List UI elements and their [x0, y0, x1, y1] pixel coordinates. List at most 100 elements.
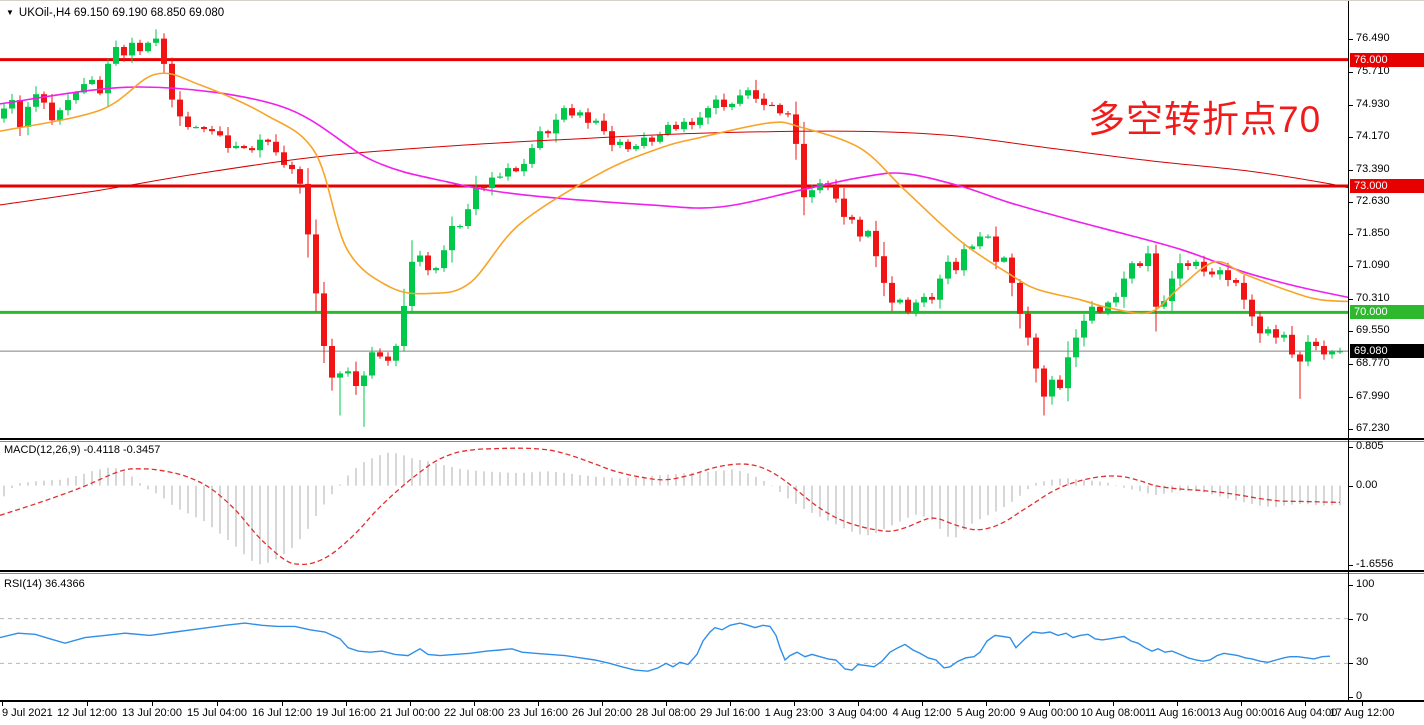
- candle-body: [457, 226, 463, 228]
- price-axis-tick: 67.990: [1356, 390, 1390, 402]
- candle-body: [97, 79, 103, 94]
- candle-body: [201, 127, 207, 130]
- candle-body: [665, 124, 671, 135]
- macd-axis-tick: 0.805: [1356, 440, 1384, 452]
- candle-body: [689, 121, 695, 125]
- pane-separator-line: [0, 441, 1424, 442]
- time-tick-mark: [666, 702, 667, 706]
- candle-body: [585, 112, 591, 123]
- candle-body: [1041, 368, 1047, 397]
- candle-body: [17, 100, 23, 128]
- axis-tick-mark: [1349, 697, 1353, 698]
- candle-body: [857, 219, 863, 237]
- candle-body: [937, 278, 943, 300]
- candle-body: [921, 296, 927, 303]
- axis-tick-mark: [1349, 447, 1353, 448]
- time-axis-label: 10 Aug 08:00: [1080, 707, 1146, 719]
- time-axis[interactable]: 9 Jul 2021 12 Jul 12:00 13 Jul 20:00 15 Jul…: [0, 702, 1424, 725]
- candle-body: [289, 164, 295, 170]
- candle-body: [1033, 337, 1039, 369]
- candle-body: [545, 131, 551, 134]
- candle-body: [697, 117, 703, 125]
- price-axis-tick: 74.170: [1356, 130, 1390, 142]
- ma_slow-line: [0, 130, 1348, 206]
- rsi-axis-tick: 100: [1356, 578, 1375, 590]
- candle-body: [713, 99, 719, 108]
- time-axis-label: 9 Aug 00:00: [1019, 707, 1079, 719]
- rsi-canvas: [0, 618, 1348, 672]
- candle-body: [89, 79, 95, 85]
- time-axis-label: 21 Jul 00:00: [380, 707, 440, 719]
- price-chart-pane[interactable]: [0, 1, 1348, 438]
- axis-tick-mark: [1349, 105, 1353, 106]
- candle-body: [1153, 253, 1159, 307]
- time-tick-mark: [282, 702, 283, 706]
- candle-body: [593, 120, 599, 123]
- time-axis-label: 29 Jul 16:00: [700, 707, 760, 719]
- axis-tick-mark: [1349, 299, 1353, 300]
- macd-indicator-pane[interactable]: [0, 442, 1348, 570]
- candle-body: [1121, 278, 1127, 297]
- price-badge-70.000: 70.000: [1350, 305, 1424, 320]
- time-tick-mark: [858, 702, 859, 706]
- rsi-indicator-pane[interactable]: [0, 575, 1348, 699]
- candle-body: [209, 129, 215, 132]
- candle-body: [513, 168, 519, 172]
- candle-body: [385, 356, 391, 361]
- axis-tick-mark: [1349, 137, 1353, 138]
- symbol-dropdown-icon[interactable]: ▼: [6, 8, 14, 17]
- time-axis-label: 12 Jul 12:00: [57, 707, 117, 719]
- candle-body: [81, 84, 87, 93]
- axis-tick-mark: [1349, 72, 1353, 73]
- pane-separator-line: [0, 573, 1424, 574]
- candle-body: [985, 236, 991, 238]
- candle-body: [401, 306, 407, 346]
- axis-tick-mark: [1349, 234, 1353, 235]
- candle-body: [649, 137, 655, 142]
- candle-body: [753, 90, 759, 99]
- candle-body: [1009, 257, 1015, 283]
- candle-body: [121, 47, 127, 56]
- candle-body: [529, 148, 535, 164]
- candle-body: [1089, 306, 1095, 321]
- bottom-axis-border: [0, 700, 1424, 702]
- candle-body: [1281, 334, 1287, 338]
- candle-body: [953, 261, 959, 271]
- time-tick-mark: [1362, 702, 1363, 706]
- candle-body: [449, 226, 455, 251]
- candle-body: [1, 108, 7, 119]
- candle-body: [321, 293, 327, 346]
- candle-body: [761, 98, 767, 105]
- pane-separator[interactable]: [0, 438, 1424, 440]
- candle-body: [553, 119, 559, 134]
- pane-separator[interactable]: [0, 570, 1424, 572]
- time-axis-label: 1 Aug 23:00: [764, 707, 824, 719]
- time-tick-mark: [474, 702, 475, 706]
- axis-tick-mark: [1349, 663, 1353, 664]
- candle-body: [353, 371, 359, 386]
- macd-axis-tick: 0.00: [1356, 479, 1378, 491]
- candle-body: [345, 371, 351, 374]
- candle-body: [1145, 253, 1151, 266]
- candle-body: [1313, 341, 1319, 346]
- time-axis-label: 16 Jul 12:00: [252, 707, 312, 719]
- candle-body: [1321, 346, 1327, 355]
- candle-body: [1049, 379, 1055, 397]
- time-tick-mark: [1113, 702, 1114, 706]
- candle-body: [889, 282, 895, 303]
- time-tick-mark: [152, 702, 153, 706]
- candle-body: [1177, 263, 1183, 279]
- candle-body: [1025, 313, 1031, 338]
- price-badge-76.000: 76.000: [1350, 52, 1424, 67]
- candle-body: [609, 131, 615, 145]
- candle-body: [841, 198, 847, 217]
- time-tick-mark: [1241, 702, 1242, 706]
- candle-body: [1001, 257, 1007, 262]
- axis-tick-mark: [1349, 266, 1353, 267]
- rsi-axis-tick: 70: [1356, 612, 1369, 624]
- candle-body: [169, 63, 175, 100]
- price-axis-tick: 70.310: [1356, 292, 1390, 304]
- price-axis-tick: 69.550: [1356, 324, 1390, 336]
- candle-body: [633, 146, 639, 150]
